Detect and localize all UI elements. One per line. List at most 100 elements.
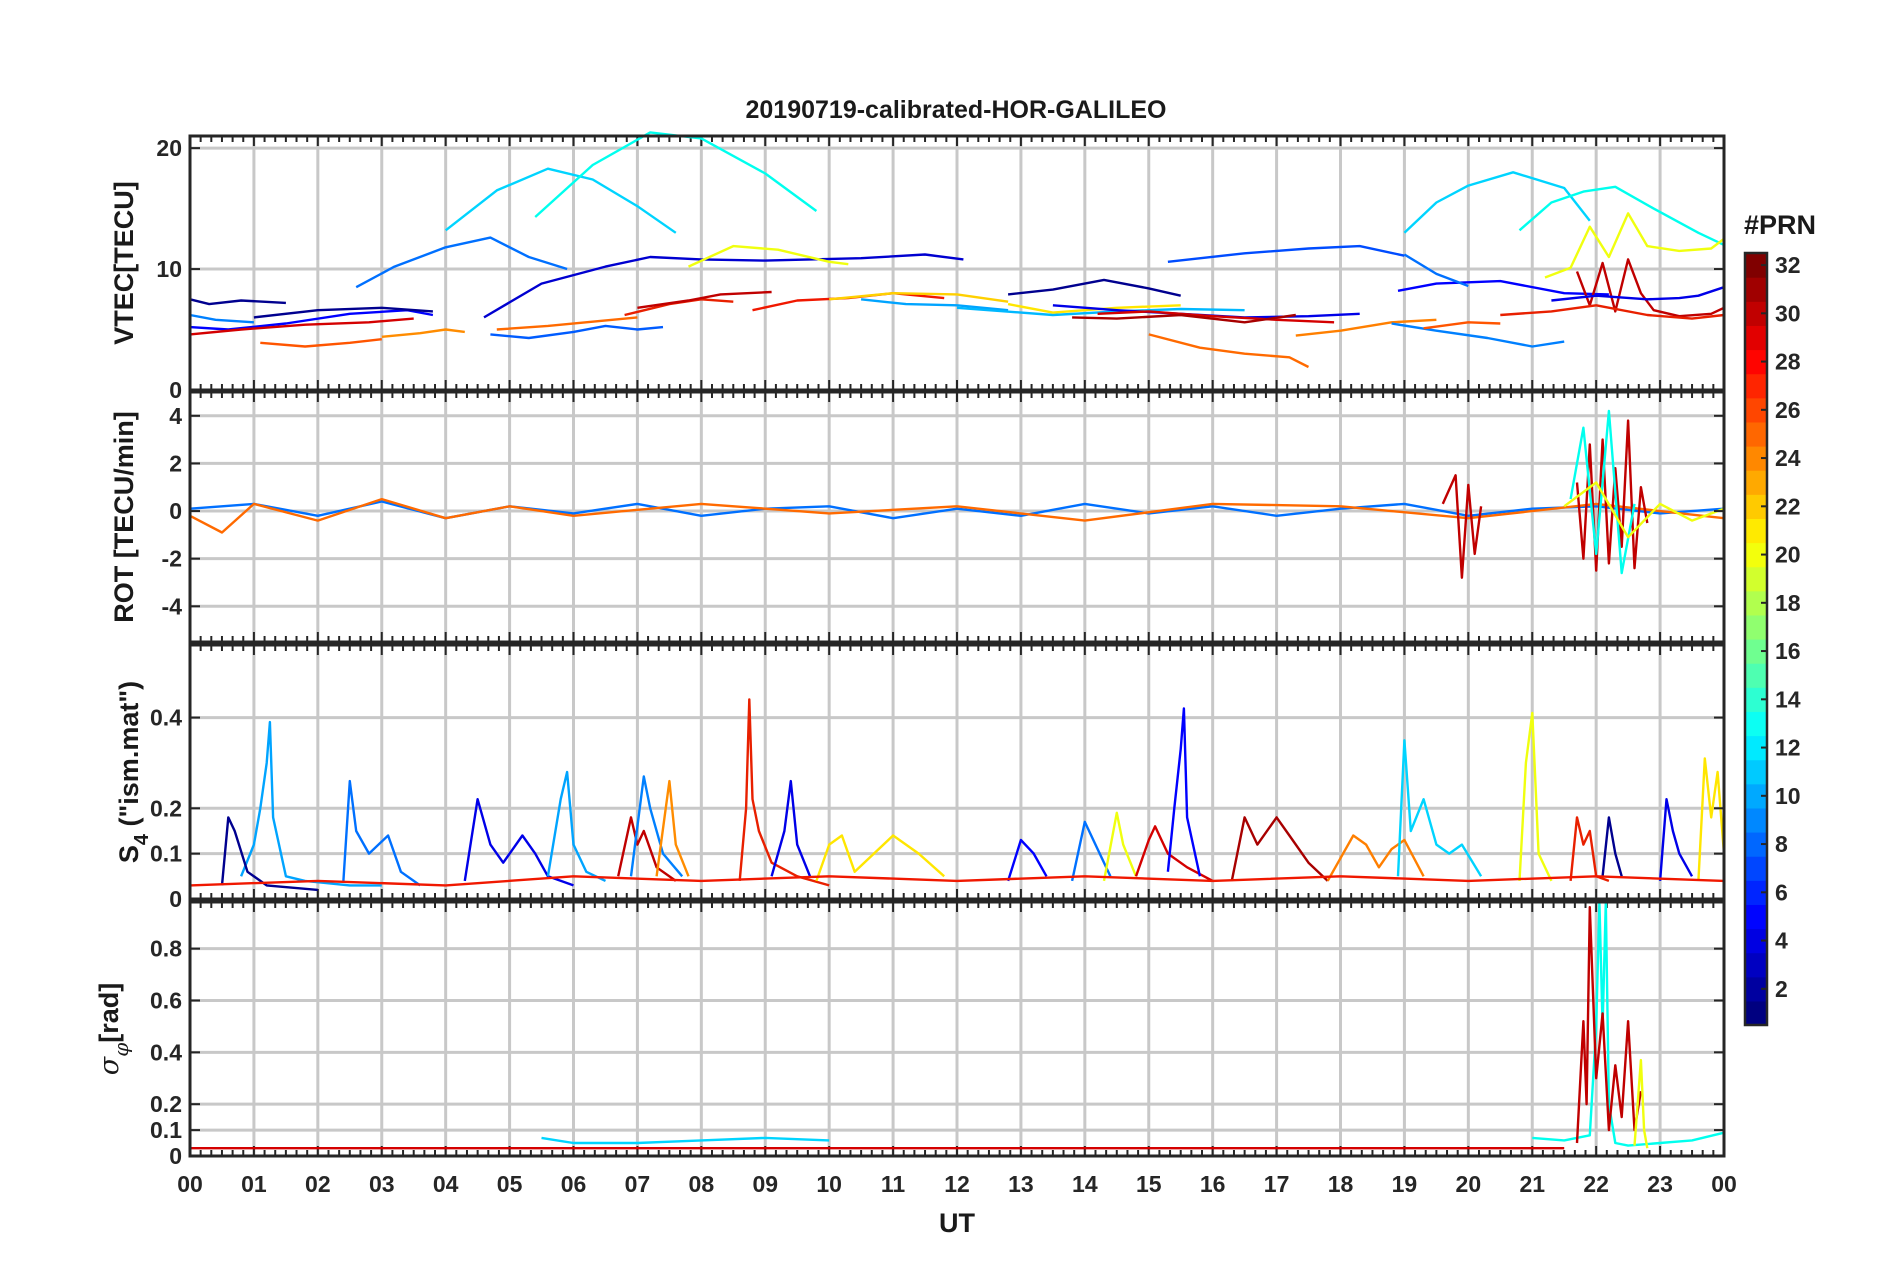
series-line-prn-9 [355, 236, 568, 289]
y-tick-label: 0 [169, 1143, 182, 1169]
series-line-prn-31 [1230, 816, 1329, 882]
x-tick-label: 13 [1008, 1171, 1034, 1197]
x-tick-labels: 00 01 02 03 04 05 06 07 08 09 10 11 12 13 14 15 16 17 18 19… [177, 1171, 1737, 1197]
colorbar-cell [1745, 373, 1767, 399]
series-line-prn-11 [860, 298, 1009, 312]
x-tick-label: 09 [752, 1171, 778, 1197]
x-tick-label: 18 [1328, 1171, 1354, 1197]
colorbar-cell [1745, 301, 1767, 326]
ylabel-s4-rest: ("ism.mat") [114, 681, 144, 834]
x-tick-label: 20 [1456, 1171, 1482, 1197]
x-tick-label: 05 [497, 1171, 523, 1197]
series-line-prn-1 [1601, 816, 1623, 877]
colorbar-cell [1745, 639, 1767, 664]
series-line-prn-2 [1007, 278, 1181, 297]
series-line-prn-25 [1148, 333, 1310, 369]
series-line-prn-29 [1097, 310, 1335, 324]
colorbar-cell [1745, 542, 1767, 568]
series-line-prn-9 [1070, 820, 1112, 882]
colorbar-cell [1745, 783, 1767, 809]
series-line-prn-13 [444, 167, 677, 234]
yticks-rot: -4 -2 0 2 4 [162, 403, 1724, 619]
colorbar-cell [1745, 614, 1767, 640]
series-line-prn-23 [1326, 834, 1425, 882]
colorbar-tick-label: 10 [1775, 783, 1801, 809]
series-line-prn-5 [1658, 798, 1694, 881]
x-tick-label: 12 [944, 1171, 970, 1197]
x-tick-label: 04 [433, 1171, 459, 1197]
series-line-prn-5 [463, 798, 574, 887]
chart-title: 20190719-calibrated-HOR-GALILEO [746, 96, 1167, 124]
series-line-prn-10 [1391, 322, 1565, 348]
series-line-prn-11 [546, 770, 607, 882]
x-tick-label: 03 [369, 1171, 395, 1197]
colorbar-cell [1745, 518, 1767, 544]
colorbar-cell [1745, 397, 1767, 423]
series-line-prn-27 [189, 875, 1725, 887]
y-tick-label: 0 [169, 498, 182, 524]
colorbar-cell [1745, 590, 1767, 616]
x-tick-label: 00 [1711, 1171, 1737, 1197]
series-line-prn-10 [189, 313, 254, 324]
colorbar-tick-label: 14 [1775, 686, 1801, 712]
panel-vtec: 0 10 20 VTEC[TECU] [109, 131, 1726, 403]
colorbar-frame [1743, 251, 1769, 1027]
series-line-prn-13 [1396, 739, 1483, 877]
series-line-prn-14 [1518, 185, 1725, 246]
ylabel-rot: ROT [TECU/min] [109, 411, 139, 622]
series-line-prn-13 [541, 1136, 830, 1145]
colorbar-tick-label: 22 [1775, 493, 1801, 519]
x-tick-label: 00 [177, 1171, 203, 1197]
series-line-prn-5 [770, 779, 812, 877]
series-line-prn-9 [1403, 253, 1469, 288]
colorbar-cell [1745, 735, 1767, 761]
colorbar-cell [1745, 566, 1767, 592]
grid-rot [189, 392, 1725, 642]
x-tick-label: 17 [1264, 1171, 1290, 1197]
axes-frame-s4 [188, 643, 1726, 901]
ylabel-sigma-rest: [rad] [94, 983, 124, 1043]
colorbar-cell [1745, 687, 1767, 712]
colorbar-title: #PRN [1744, 210, 1816, 240]
colorbar-cell [1745, 325, 1767, 351]
y-tick-label: 0.4 [150, 1039, 182, 1065]
ylabel-s4: S4 ("ism.mat") [114, 681, 153, 863]
colorbar-cell [1745, 807, 1767, 833]
series-line-prn-7 [1167, 244, 1405, 263]
yticks-vtec: 0 10 20 [156, 135, 1724, 403]
series-line-prn-19 [1518, 711, 1553, 882]
series-line-prn-3 [1397, 279, 1609, 296]
y-tick-label: 10 [156, 256, 182, 282]
ylabel-s4-main: S [114, 845, 144, 863]
series-group-vtec [189, 131, 1725, 369]
colorbar-gradient [1745, 253, 1767, 1026]
series-line-prn-19 [1544, 212, 1725, 279]
yticks-sigma-phi: 00.10.2 0.4 0.6 0.8 [150, 936, 1724, 1169]
x-tick-label: 06 [561, 1171, 587, 1197]
series-line-prn-3 [1006, 838, 1048, 882]
axes-frame-sigma-phi [188, 900, 1726, 1158]
grid-s4 [189, 645, 1725, 899]
series-line-prn-27 [752, 292, 945, 312]
colorbar-tick-label: 18 [1775, 590, 1801, 616]
x-tick-label: 22 [1583, 1171, 1609, 1197]
series-line-prn-2 [253, 306, 433, 319]
y-tick-label: 2 [169, 450, 182, 476]
series-line-prn-1 [220, 816, 318, 892]
series-line-prn-4 [483, 253, 964, 319]
x-tick-label: 19 [1392, 1171, 1418, 1197]
colorbar-tick-label: 26 [1775, 397, 1801, 423]
x-tick-label: 01 [241, 1171, 267, 1197]
series-line-prn-1 [189, 298, 286, 306]
ylabel-s4-subscript: 4 [131, 833, 153, 845]
ylabel-vtec: VTEC[TECU] [109, 181, 139, 345]
series-line-prn-24 [655, 779, 690, 877]
grid-vtec [189, 136, 1725, 390]
colorbar-cell [1745, 349, 1767, 375]
colorbar-tick-label: 16 [1775, 638, 1801, 664]
y-tick-label: 0.6 [150, 987, 182, 1013]
x-tick-label: 21 [1519, 1171, 1545, 1197]
colorbar-tick-label: 30 [1775, 300, 1801, 326]
